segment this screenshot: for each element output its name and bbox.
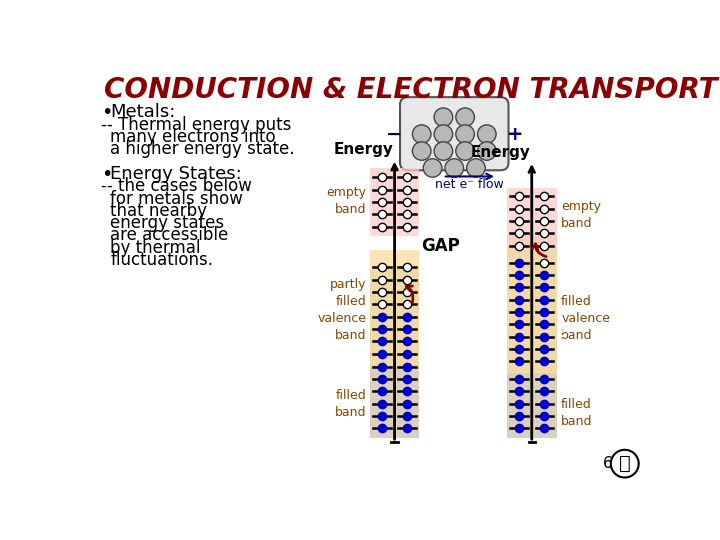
Circle shape — [434, 125, 453, 143]
Circle shape — [467, 159, 485, 177]
Text: Energy States:: Energy States: — [110, 165, 242, 183]
Text: 6: 6 — [603, 456, 613, 471]
Text: Ⓦ: Ⓦ — [619, 455, 631, 472]
Text: -- Thermal energy puts: -- Thermal energy puts — [101, 116, 291, 133]
Text: •: • — [101, 103, 112, 122]
Circle shape — [413, 142, 431, 160]
Text: filled
band: filled band — [561, 398, 593, 428]
Text: energy states: energy states — [110, 214, 224, 232]
Circle shape — [456, 108, 474, 126]
FancyBboxPatch shape — [507, 373, 557, 438]
Circle shape — [456, 125, 474, 143]
Circle shape — [413, 125, 431, 143]
Text: filled
band: filled band — [336, 389, 366, 419]
Text: filled states: filled states — [421, 326, 431, 396]
Text: many electrons into: many electrons into — [110, 128, 276, 146]
Text: •: • — [101, 165, 112, 184]
Text: empty
band: empty band — [327, 186, 366, 216]
Text: Energy: Energy — [470, 145, 530, 159]
FancyBboxPatch shape — [370, 168, 419, 236]
Circle shape — [445, 159, 464, 177]
Circle shape — [423, 159, 442, 177]
Text: +: + — [506, 125, 523, 144]
FancyBboxPatch shape — [370, 365, 419, 438]
Circle shape — [434, 142, 453, 160]
Circle shape — [477, 125, 496, 143]
Text: empty
band: empty band — [561, 200, 601, 230]
Text: CONDUCTION & ELECTRON TRANSPORT: CONDUCTION & ELECTRON TRANSPORT — [104, 76, 717, 104]
Text: by thermal: by thermal — [110, 239, 201, 257]
FancyBboxPatch shape — [507, 234, 557, 373]
Text: that nearby: that nearby — [110, 202, 207, 220]
Text: -- the cases below: -- the cases below — [101, 177, 252, 195]
Text: GAP: GAP — [421, 237, 459, 255]
Text: filled states: filled states — [558, 319, 568, 389]
Text: fluctuations.: fluctuations. — [110, 251, 213, 269]
Text: Energy: Energy — [333, 142, 393, 157]
Circle shape — [434, 108, 453, 126]
Text: for metals show: for metals show — [110, 190, 243, 207]
FancyBboxPatch shape — [507, 188, 557, 249]
Text: filled
valence
band: filled valence band — [561, 295, 611, 342]
Text: −: − — [386, 125, 402, 144]
FancyBboxPatch shape — [400, 97, 508, 170]
Circle shape — [477, 142, 496, 160]
Text: are accessible: are accessible — [110, 226, 228, 245]
FancyBboxPatch shape — [507, 234, 557, 438]
FancyBboxPatch shape — [370, 269, 419, 438]
Text: a higher energy state.: a higher energy state. — [110, 140, 294, 158]
Text: Metals:: Metals: — [110, 103, 176, 122]
Text: partly
filled
valence
band: partly filled valence band — [318, 278, 366, 342]
Text: net e⁻ flow: net e⁻ flow — [436, 178, 504, 191]
Circle shape — [611, 450, 639, 477]
FancyBboxPatch shape — [370, 249, 419, 365]
Circle shape — [456, 142, 474, 160]
